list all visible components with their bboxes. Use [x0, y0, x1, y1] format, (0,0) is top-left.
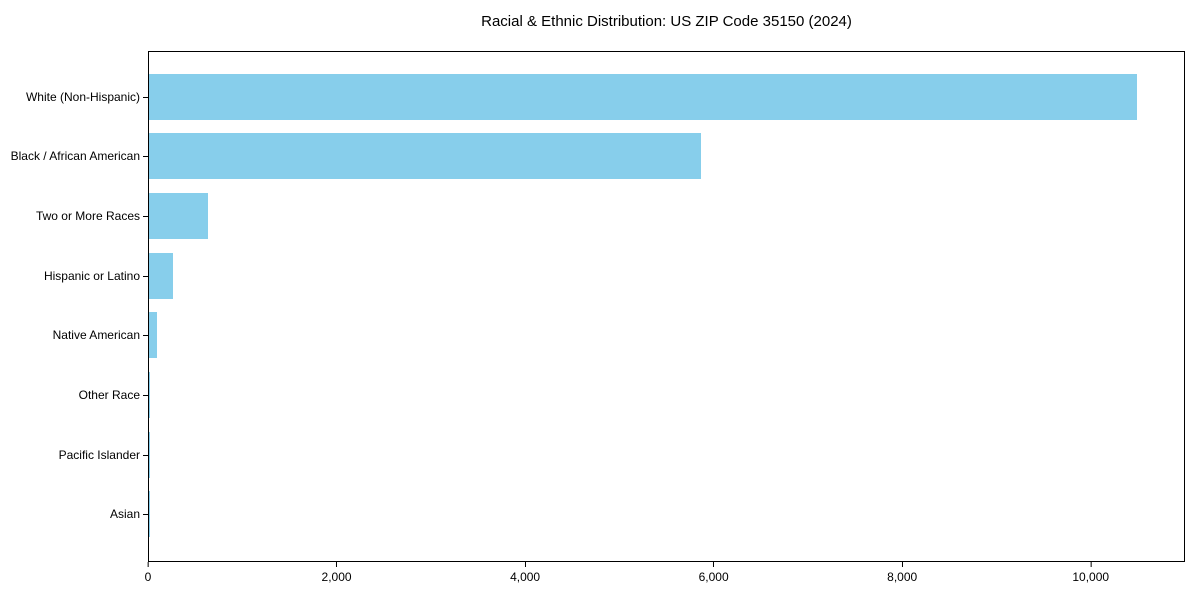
chart-row: Other Race — [79, 365, 1184, 425]
chart-row: Native American — [53, 306, 1184, 366]
bar — [149, 73, 1137, 120]
x-tick-label: 6,000 — [698, 570, 729, 584]
x-tick: 2,000 — [322, 562, 352, 584]
x-tick: 0 — [144, 562, 152, 584]
bar — [149, 371, 151, 418]
x-tick-mark — [147, 562, 149, 567]
y-axis-label: Native American — [52, 328, 140, 343]
x-tick-mark — [524, 562, 526, 567]
chart-title: Racial & Ethnic Distribution: US ZIP Cod… — [481, 13, 852, 30]
y-axis-label: Hispanic or Latino — [43, 268, 140, 283]
y-axis-label: Black / African American — [10, 149, 140, 164]
bar — [149, 312, 157, 359]
y-tick-mark — [143, 96, 148, 98]
x-tick: 8,000 — [887, 562, 917, 584]
x-tick-mark — [1090, 562, 1092, 567]
x-tick-label: 2,000 — [321, 570, 352, 584]
bar — [149, 252, 173, 299]
plot-area: White (Non-Hispanic) Black / African Amer… — [11, 51, 1185, 562]
x-tick: 6,000 — [699, 562, 729, 584]
chart-row: Asian — [110, 484, 1184, 544]
bar — [149, 193, 209, 240]
y-tick-mark — [143, 514, 148, 516]
x-axis: 0 2,000 4,000 6,000 8,000 10,000 — [144, 562, 1185, 592]
y-tick-mark — [143, 216, 148, 218]
y-axis-label: White (Non-Hispanic) — [25, 89, 140, 104]
chart-row: Two or More Races — [36, 186, 1184, 246]
x-tick-mark — [336, 562, 338, 567]
y-tick-mark — [143, 275, 148, 277]
x-tick: 10,000 — [1072, 562, 1109, 584]
y-tick-mark — [143, 454, 148, 456]
y-axis-label: Pacific Islander — [58, 447, 140, 462]
chart-row: White (Non-Hispanic) — [26, 67, 1184, 127]
x-tick: 4,000 — [510, 562, 540, 584]
x-tick-label: 10,000 — [1072, 570, 1110, 584]
x-tick-label: 0 — [144, 570, 152, 584]
plot-rows: White (Non-Hispanic) Black / African Amer… — [11, 67, 1184, 544]
y-axis-label: Asian — [109, 507, 140, 522]
bar — [149, 133, 702, 180]
chart-row: Pacific Islander — [59, 425, 1184, 485]
chart-row: Hispanic or Latino — [44, 246, 1184, 306]
x-tick-mark — [713, 562, 715, 567]
y-tick-mark — [143, 335, 148, 337]
x-tick-label: 4,000 — [510, 570, 541, 584]
chart-row: Black / African American — [11, 127, 1184, 187]
y-axis-label: Other Race — [78, 387, 140, 402]
x-tick-mark — [901, 562, 903, 567]
x-tick-label: 8,000 — [887, 570, 918, 584]
y-axis-label: Two or More Races — [35, 209, 140, 224]
y-tick-mark — [143, 156, 148, 158]
y-tick-mark — [143, 394, 148, 396]
